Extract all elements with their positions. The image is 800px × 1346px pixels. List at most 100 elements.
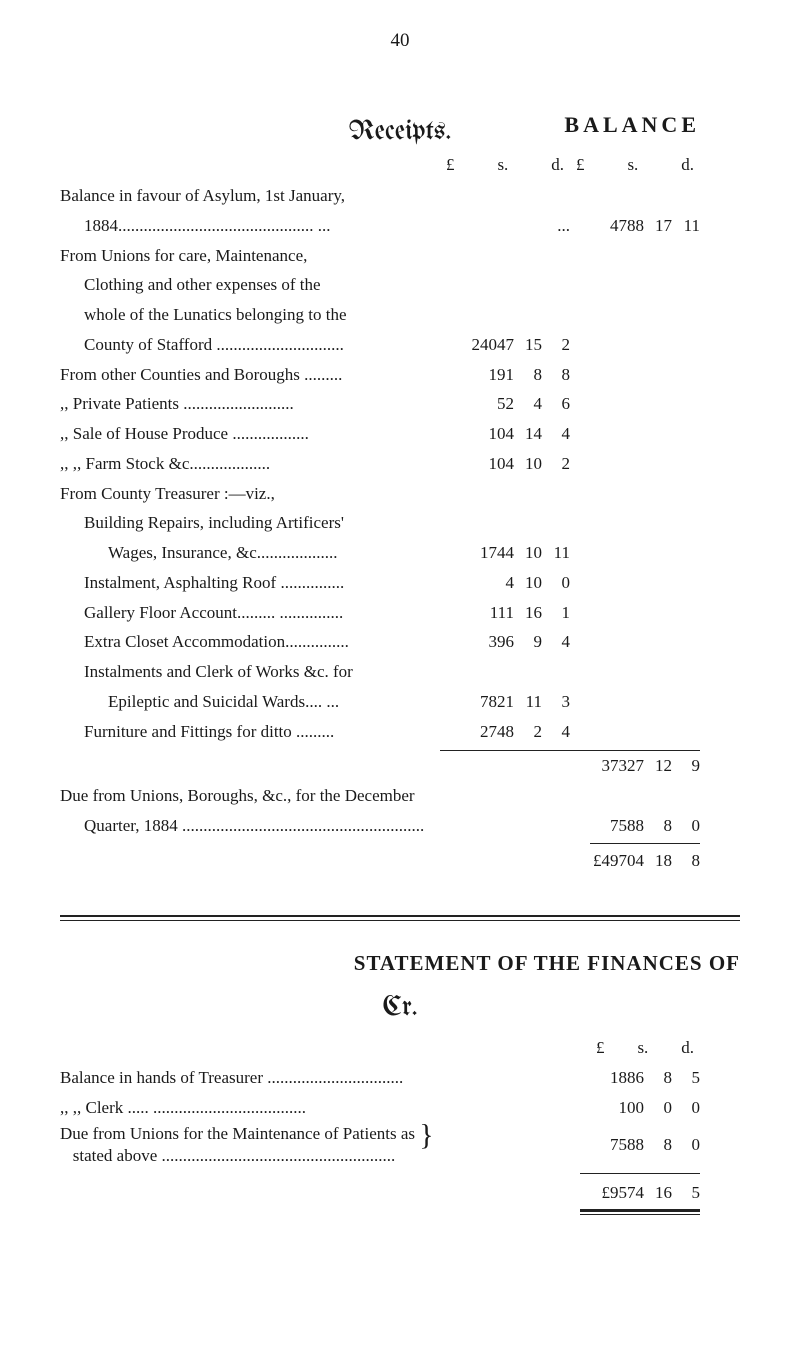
item-desc: 1884....................................… — [60, 211, 440, 241]
line-item: Balance in hands of Treasurer ..........… — [60, 1063, 740, 1093]
amount-shillings: 15 — [522, 330, 542, 360]
amount-pence: 0 — [550, 568, 570, 598]
item-desc: Wages, Insurance, &c................... — [60, 538, 440, 568]
line-item: Furniture and Fittings for ditto .......… — [60, 717, 740, 747]
amount-pounds: 104 — [464, 419, 514, 449]
amount-shillings: 2 — [522, 717, 542, 747]
line-item: Building Repairs, including Artificers' — [60, 508, 740, 538]
amount-shillings: 10 — [522, 568, 542, 598]
amount-shillings: 11 — [522, 687, 542, 717]
line-item: Instalment, Asphalting Roof ............… — [60, 568, 740, 598]
amount-pounds: 2748 — [464, 717, 514, 747]
line-item: Clothing and other expenses of the — [60, 270, 740, 300]
amount-shillings: 8 — [652, 811, 672, 841]
line-item: County of Stafford .....................… — [60, 330, 740, 360]
line-item: From other Counties and Boroughs .......… — [60, 360, 740, 390]
line-item: ,, ,, Farm Stock &c................... 1… — [60, 449, 740, 479]
statement-heading: STATEMENT OF THE FINANCES OF — [60, 951, 740, 976]
item-desc: ,, Private Patients ....................… — [60, 389, 440, 419]
line-item: From Unions for care, Maintenance, — [60, 241, 740, 271]
amount-pence: 6 — [550, 389, 570, 419]
shilling-label: s. — [627, 155, 638, 175]
amount-pence: 2 — [550, 330, 570, 360]
column-headers-row: £ s. d. — [60, 1033, 740, 1063]
item-desc: Balance in hands of Treasurer ..........… — [60, 1063, 530, 1093]
item-desc: Instalments and Clerk of Works &c. for — [60, 657, 440, 687]
amount-pounds: 104 — [464, 449, 514, 479]
item-desc: ,, ,, Clerk ..... ......................… — [60, 1093, 530, 1123]
item-desc: Quarter, 1884 ..........................… — [60, 811, 570, 841]
amount-pence: 5 — [680, 1178, 700, 1208]
line-item: 1884....................................… — [60, 211, 740, 241]
rule — [580, 1173, 700, 1174]
amount-pence: 4 — [550, 717, 570, 747]
cr-title: Cr. — [60, 994, 740, 1023]
amount-pounds: 52 — [464, 389, 514, 419]
line-item: ,, ,, Clerk ..... ......................… — [60, 1093, 740, 1123]
amount-pence: 11 — [550, 538, 570, 568]
item-desc: County of Stafford .....................… — [60, 330, 440, 360]
amount-pence: 8 — [680, 846, 700, 876]
amount-shillings: 18 — [652, 846, 672, 876]
shilling-label: s. — [497, 155, 508, 175]
amount-shillings: 4 — [522, 389, 542, 419]
pence-label: d. — [681, 155, 694, 175]
section-divider — [60, 915, 740, 921]
line-item: Wages, Insurance, &c................... … — [60, 538, 740, 568]
amount-pence: 4 — [550, 419, 570, 449]
amount-pence: 1 — [550, 598, 570, 628]
amount-pounds: 4 — [464, 568, 514, 598]
item-desc: Instalment, Asphalting Roof ............… — [60, 568, 440, 598]
amount-pounds: £9574 — [594, 1178, 644, 1208]
line-item: whole of the Lunatics belonging to the — [60, 300, 740, 330]
rule — [590, 843, 700, 844]
line-item: From County Treasurer :—viz., — [60, 479, 740, 509]
amount-shillings: 8 — [652, 1063, 672, 1093]
line-item: Gallery Floor Account......... .........… — [60, 598, 740, 628]
amount-pounds: 37327 — [594, 751, 644, 781]
amount-pounds: 7588 — [594, 1130, 644, 1160]
amount-pence: 11 — [680, 211, 700, 241]
amount-shillings: 0 — [652, 1093, 672, 1123]
amount-pence: 0 — [680, 1093, 700, 1123]
item-desc: Building Repairs, including Artificers' — [60, 508, 440, 538]
shilling-label: s. — [637, 1033, 648, 1063]
line-item: Extra Closet Accommodation..............… — [60, 627, 740, 657]
amount-shillings: 8 — [652, 1130, 672, 1160]
amount-shillings: 10 — [522, 449, 542, 479]
amount-pence: 8 — [550, 360, 570, 390]
pence-label: d. — [681, 1033, 694, 1063]
amount-shillings: 12 — [652, 751, 672, 781]
amount-pence: 9 — [680, 751, 700, 781]
line-item: Instalments and Clerk of Works &c. for — [60, 657, 740, 687]
amount-pence: 0 — [680, 1130, 700, 1160]
double-rule — [580, 1209, 700, 1215]
line-item: Due from Unions, Boroughs, &c., for the … — [60, 781, 740, 811]
amount-shillings: 17 — [652, 211, 672, 241]
amount-pounds: 191 — [464, 360, 514, 390]
line-item: Due from Unions for the Maintenance of P… — [60, 1123, 740, 1167]
amount-shillings: 16 — [652, 1178, 672, 1208]
item-desc: From County Treasurer :—viz., — [60, 479, 440, 509]
item-desc: whole of the Lunatics belonging to the — [60, 300, 440, 330]
item-desc: Epileptic and Suicidal Wards.... ... — [60, 687, 440, 717]
line-item: Balance in favour of Asylum, 1st January… — [60, 181, 740, 211]
item-desc: ,, Sale of House Produce ...............… — [60, 419, 440, 449]
brace-icon: } — [419, 1123, 433, 1152]
item-desc: Clothing and other expenses of the — [60, 270, 440, 300]
amount-pounds: 396 — [464, 627, 514, 657]
pound-label: £ — [596, 1033, 605, 1063]
amount-pounds: 1886 — [594, 1063, 644, 1093]
amount-pounds: 7588 — [594, 811, 644, 841]
amount-pounds: 111 — [464, 598, 514, 628]
amount-pounds: 24047 — [464, 330, 514, 360]
amount-pence: 4 — [550, 627, 570, 657]
amount-shillings: 8 — [522, 360, 542, 390]
pound-label: £ — [446, 155, 455, 175]
amount-pounds: 7821 — [464, 687, 514, 717]
amount-pounds: 1744 — [464, 538, 514, 568]
item-desc: Gallery Floor Account......... .........… — [60, 598, 440, 628]
grand-total-line: £49704 18 8 — [60, 846, 740, 876]
column-headers-row: £ s. d. £ s. d. — [60, 155, 740, 175]
line-item: Quarter, 1884 ..........................… — [60, 811, 740, 841]
